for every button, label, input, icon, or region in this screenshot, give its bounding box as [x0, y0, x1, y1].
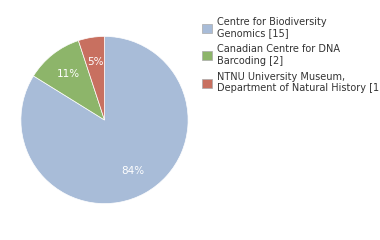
Text: 11%: 11% — [57, 69, 80, 79]
Wedge shape — [33, 41, 105, 120]
Legend: Centre for Biodiversity
Genomics [15], Canadian Centre for DNA
Barcoding [2], NT: Centre for Biodiversity Genomics [15], C… — [203, 17, 380, 93]
Wedge shape — [78, 36, 105, 120]
Wedge shape — [21, 36, 188, 204]
Text: 5%: 5% — [87, 57, 103, 67]
Text: 84%: 84% — [121, 166, 144, 176]
